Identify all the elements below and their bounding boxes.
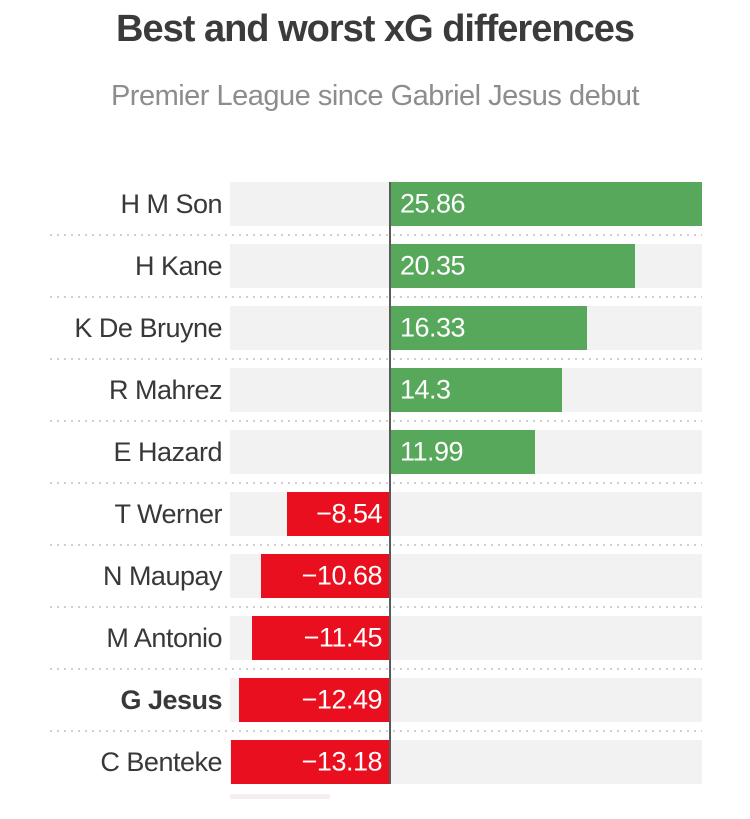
value-label: 16.33 <box>400 312 466 343</box>
player-label: K De Bruyne <box>74 313 222 343</box>
row-separator <box>50 296 702 298</box>
value-bar-positive: 14.3 <box>390 368 562 412</box>
player-label: C Benteke <box>100 747 222 777</box>
player-label: R Mahrez <box>108 375 223 405</box>
value-label: 25.86 <box>400 188 466 219</box>
player-label: H M Son <box>120 189 222 219</box>
value-label: 14.3 <box>400 374 451 405</box>
cropped-bar-artifact <box>230 794 330 799</box>
bar-track: 25.86 <box>230 182 702 226</box>
row-separator <box>50 544 702 546</box>
chart-row: R Mahrez 14.3 <box>0 368 750 430</box>
chart-row: M Antonio −11.45 <box>0 616 750 678</box>
player-label: G Jesus <box>120 685 222 715</box>
value-bar-positive: 25.86 <box>390 182 702 226</box>
value-label: −8.54 <box>316 498 382 529</box>
value-bar-positive: 11.99 <box>390 430 535 474</box>
chart-subtitle: Premier League since Gabriel Jesus debut <box>110 80 640 112</box>
value-bar-negative: −10.68 <box>261 554 390 598</box>
value-label: 20.35 <box>400 250 466 281</box>
row-separator <box>50 606 702 608</box>
bar-track: −10.68 <box>230 554 702 598</box>
bar-track: 20.35 <box>230 244 702 288</box>
bar-track: 11.99 <box>230 430 702 474</box>
value-bar-negative: −13.18 <box>231 740 390 784</box>
value-label: −13.18 <box>301 746 383 777</box>
row-separator <box>50 730 702 732</box>
value-label: −10.68 <box>301 560 383 591</box>
chart-row: C Benteke −13.18 <box>0 740 750 802</box>
bar-track: 16.33 <box>230 306 702 350</box>
chart-row: N Maupay −10.68 <box>0 554 750 616</box>
player-label: T Werner <box>114 499 222 529</box>
chart-row: H M Son 25.86 <box>0 182 750 244</box>
chart-row: H Kane 20.35 <box>0 244 750 306</box>
bar-track: −11.45 <box>230 616 702 660</box>
row-separator <box>50 234 702 236</box>
chart-row: T Werner −8.54 <box>0 492 750 554</box>
row-separator <box>50 482 702 484</box>
player-label: E Hazard <box>113 437 222 467</box>
value-label: 11.99 <box>400 436 464 467</box>
chart-title: Best and worst xG differences <box>116 8 635 50</box>
row-separator <box>50 420 702 422</box>
value-bar-negative: −11.45 <box>252 616 390 660</box>
player-label: M Antonio <box>106 623 222 653</box>
bar-track: −12.49 <box>230 678 702 722</box>
value-bar-positive: 16.33 <box>390 306 587 350</box>
value-label: −11.45 <box>303 622 383 653</box>
value-bar-positive: 20.35 <box>390 244 635 288</box>
bar-chart: H M Son 25.86 H Kane 20.35 K De Bruyne 1… <box>0 182 750 802</box>
value-label: −12.49 <box>301 684 383 715</box>
player-label: H Kane <box>134 251 223 281</box>
chart-row: E Hazard 11.99 <box>0 430 750 492</box>
bar-track: −8.54 <box>230 492 702 536</box>
bar-track: 14.3 <box>230 368 702 412</box>
chart-row: K De Bruyne 16.33 <box>0 306 750 368</box>
value-bar-negative: −12.49 <box>239 678 390 722</box>
player-label: N Maupay <box>102 561 223 591</box>
row-separator <box>50 358 702 360</box>
bar-track: −13.18 <box>230 740 702 784</box>
chart-row: G Jesus −12.49 <box>0 678 750 740</box>
value-bar-negative: −8.54 <box>287 492 390 536</box>
row-separator <box>50 668 702 670</box>
zero-axis-line <box>389 182 391 784</box>
